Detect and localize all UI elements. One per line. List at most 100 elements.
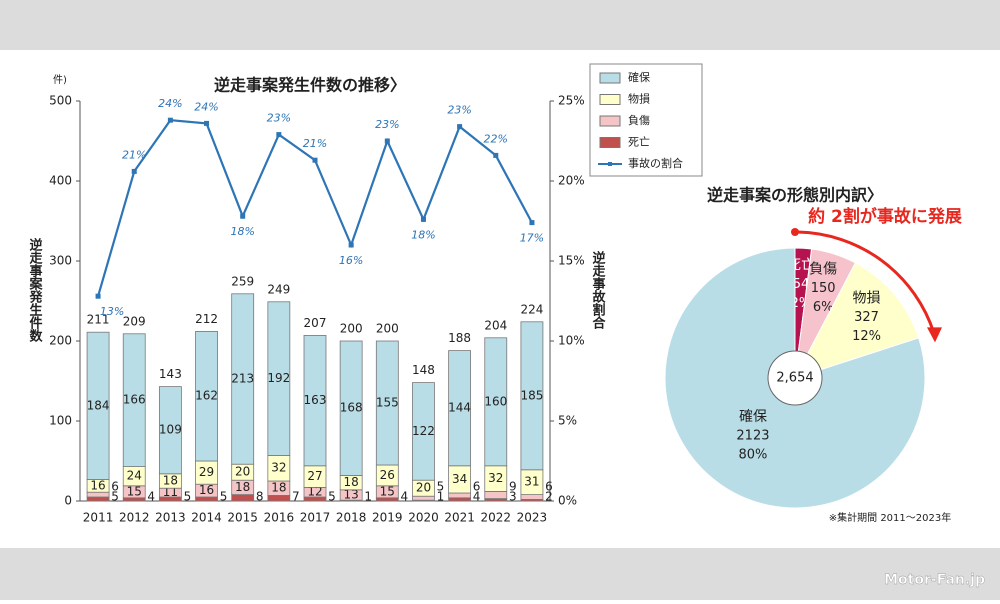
x-tick-label: 2014 [191,511,222,525]
segment-label: 1 [364,490,372,504]
total-label: 207 [304,316,327,330]
segment-label: 5 [184,490,192,504]
bar-segment [484,337,508,467]
segment-label: 3 [509,490,517,504]
y-axis-title: 逆走事案発生件数 [27,237,44,343]
bar-segment [86,496,110,502]
bar-segment [303,334,327,467]
legend-label: 事故の割合 [628,156,683,170]
line-label: 23% [267,112,291,125]
segment-label: 32 [271,461,286,475]
pie-label-value: 2123 [736,428,769,443]
segment-label: 163 [304,393,327,407]
pie-label-percent: 6% [813,300,834,315]
pie-label-name: 確保 [739,409,767,425]
total-label: 200 [340,322,363,336]
segment-label: 184 [87,398,110,412]
segment-label: 18 [344,475,359,489]
pie-label-percent: 80% [739,447,768,462]
segment-label: 27 [307,469,322,483]
pie-label-value: 150 [811,281,836,296]
line-label: 16% [339,254,363,267]
bar-segment [412,382,435,481]
y-tick-label: 400 [49,174,72,188]
line-marker [457,124,463,130]
line-marker [529,220,535,226]
legend-swatch [599,72,621,84]
line-label: 23% [375,118,399,131]
annotation: 約 2割が事故に発展 [808,206,962,227]
segment-label: 9 [509,480,517,494]
segment-label: 144 [448,401,471,415]
pie-total: 2,654 [776,371,813,386]
annotation-arc [797,230,936,334]
segment-label: 29 [199,465,214,479]
pie-hole [767,350,823,406]
y-tick-label: 100 [49,414,72,428]
bar-segment [231,293,255,465]
bar-segment [267,494,291,502]
bar-segment [448,492,472,499]
bar-segment [412,495,435,501]
segment-label: 166 [123,393,146,407]
y2-tick-label: 5% [558,414,577,428]
pie-label-name: 物損 [853,291,881,307]
segment-label: 8 [256,490,264,504]
line-label: 24% [194,100,218,113]
line-marker [167,117,173,123]
segment-label: 34 [452,472,467,486]
line-marker [493,152,499,158]
x-tick-label: 2015 [227,511,258,525]
total-label: 259 [231,274,254,288]
segment-label: 18 [271,481,286,495]
bottom-band [0,548,1000,600]
segment-label: 6 [545,480,553,494]
segment-label: 20 [416,481,431,495]
line-label: 18% [411,228,435,241]
bar-segment [86,331,110,480]
line-marker [276,132,282,138]
total-label: 188 [448,331,471,345]
segment-label: 5 [111,490,119,504]
segment-label: 5 [437,480,445,494]
segment-label: 122 [412,424,435,438]
bar-segment [484,490,508,499]
total-label: 211 [87,313,110,327]
segment-label: 16 [90,478,105,492]
segment-label: 15 [127,484,142,498]
y-unit: 件) [53,74,67,86]
segment-label: 24 [127,469,142,483]
top-band [0,0,1000,50]
segment-label: 5 [328,490,336,504]
segment-label: 168 [340,401,363,415]
segment-label: 32 [488,471,503,485]
note: ※集計期間 2011〜2023年 [829,511,951,524]
x-tick-label: 2017 [300,511,331,525]
segment-label: 162 [195,389,218,403]
segment-label: 15 [380,484,395,498]
segment-label: 185 [520,388,543,402]
bar-chart-title: 逆走事案発生件数の推移〉 [214,76,406,95]
bar-segment [339,340,363,476]
total-label: 200 [376,322,399,336]
bar-segment [195,330,218,462]
bar-segment [375,340,399,466]
line-marker [95,293,101,299]
segment-label: 16 [199,483,214,497]
y2-tick-label: 0% [558,494,577,508]
segment-label: 31 [524,475,539,489]
bar-segment [158,386,182,475]
annotation-arrowhead [927,327,943,343]
segment-label: 4 [400,490,408,504]
legend-swatch [599,94,621,105]
y2-tick-label: 10% [558,334,585,348]
legend-label: 確保 [628,70,650,84]
y2-tick-label: 15% [558,254,585,268]
bar-segment [520,494,544,500]
bar-segment [231,494,255,502]
y-tick-label: 200 [49,334,72,348]
x-tick-label: 2013 [155,511,186,525]
total-label: 204 [484,318,507,332]
pie-label-name: 負傷 [809,262,837,278]
total-label: 249 [267,282,290,296]
